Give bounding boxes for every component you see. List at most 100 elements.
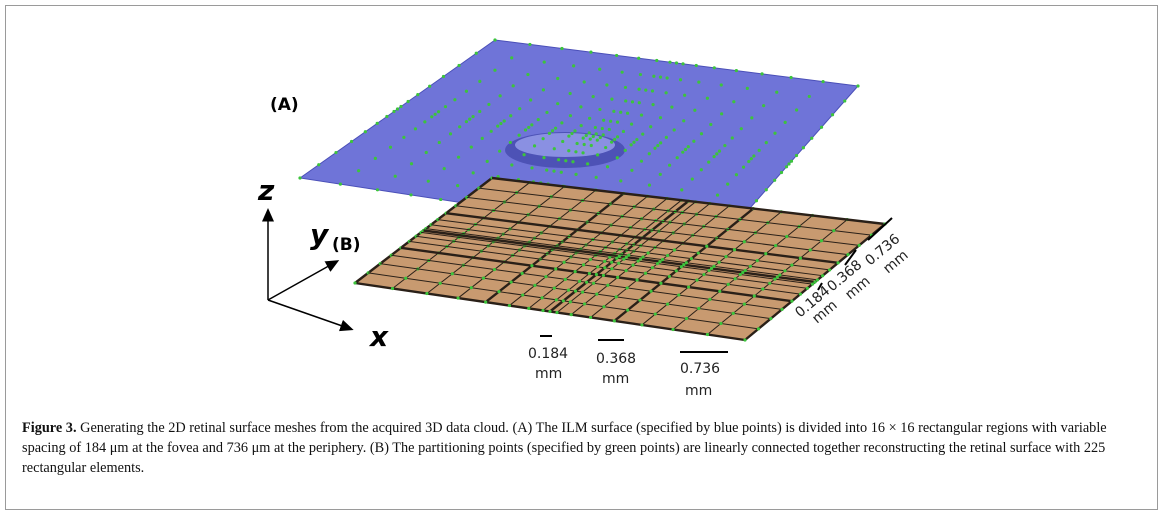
mesh-point <box>778 273 782 277</box>
mesh-point <box>595 153 600 157</box>
mesh-point <box>338 182 342 186</box>
mesh-point <box>617 261 621 265</box>
mesh-point <box>747 159 751 164</box>
mesh-point <box>624 99 628 103</box>
mesh-point <box>582 302 587 306</box>
mesh-point <box>530 166 534 170</box>
mesh-point <box>653 312 657 316</box>
axis-label: z <box>257 174 275 207</box>
mesh-point <box>699 168 703 172</box>
mesh-point <box>629 122 634 126</box>
mesh-line <box>455 205 849 256</box>
mesh-point <box>724 255 728 259</box>
mesh-point <box>672 128 676 132</box>
mesh-point <box>659 281 663 285</box>
mesh-point <box>649 125 653 129</box>
mesh-point <box>712 154 716 159</box>
mesh-point <box>655 58 659 63</box>
mesh-point <box>694 63 698 68</box>
mesh-point <box>589 143 593 148</box>
mesh-point <box>641 255 645 259</box>
mesh-point <box>619 179 623 183</box>
mesh-point <box>726 282 730 286</box>
mesh-point <box>510 163 514 167</box>
mesh-point <box>684 316 689 321</box>
mesh-point <box>471 115 475 119</box>
panel-label: (A) <box>270 95 299 115</box>
axis-label: y <box>310 218 330 251</box>
mesh-point <box>734 173 739 177</box>
mesh-point <box>805 286 809 290</box>
mesh-point <box>561 299 565 303</box>
mesh-point <box>625 286 629 290</box>
scale-unit: mm <box>535 366 562 382</box>
scale-value: 0.736 <box>680 361 720 377</box>
mesh-point <box>450 272 454 276</box>
mesh-point <box>530 264 534 268</box>
mesh-point <box>856 84 860 88</box>
mesh-line <box>425 228 818 281</box>
mesh-point <box>548 309 552 314</box>
mesh-point <box>774 244 778 248</box>
mesh-point <box>552 147 556 151</box>
mesh-point <box>541 137 545 141</box>
mesh-point <box>407 239 411 244</box>
mesh-point <box>541 88 545 92</box>
mesh-point <box>602 305 606 309</box>
mesh-point <box>603 266 607 270</box>
mesh-point <box>665 76 669 80</box>
mesh-point <box>602 118 606 122</box>
mesh-point <box>629 143 633 147</box>
mesh-point <box>623 85 628 90</box>
mesh-point <box>623 148 627 152</box>
mesh-point <box>507 303 512 308</box>
mesh-point <box>373 156 377 160</box>
mesh-point <box>783 120 787 124</box>
mesh-point <box>695 278 699 282</box>
mesh-point <box>769 317 773 321</box>
mesh-point <box>783 269 787 273</box>
mesh-point <box>678 78 683 82</box>
mesh-point <box>612 319 616 323</box>
mesh-point <box>605 83 609 87</box>
mesh-point <box>542 155 546 160</box>
mesh-point <box>454 204 458 208</box>
mesh-point <box>787 162 791 166</box>
mesh-point <box>638 72 643 77</box>
mesh-point <box>493 68 497 72</box>
mesh-point <box>426 179 430 183</box>
mesh-point <box>600 126 604 131</box>
mesh-point <box>764 141 768 145</box>
mesh-point <box>717 149 722 153</box>
mesh-point <box>773 131 777 135</box>
mesh-point <box>684 261 688 265</box>
mesh-point <box>649 289 653 293</box>
mesh-point <box>468 117 472 121</box>
mesh-point <box>784 165 789 169</box>
mesh-point <box>441 74 446 79</box>
mesh-point <box>530 123 534 127</box>
mesh-point <box>423 120 427 124</box>
mesh-point <box>754 199 759 203</box>
mesh-point <box>430 115 434 119</box>
mesh-point <box>624 269 628 273</box>
mesh-point <box>690 177 694 181</box>
mesh-point <box>528 42 532 47</box>
mesh-point <box>605 165 610 169</box>
mesh-point <box>637 56 641 60</box>
mesh-point <box>692 139 696 143</box>
mesh-point <box>760 72 764 76</box>
mesh-point <box>643 271 648 275</box>
mesh-point <box>680 188 684 192</box>
mesh-point <box>493 38 497 42</box>
mesh-point <box>393 174 397 178</box>
mesh-point <box>750 116 754 120</box>
mesh-point <box>705 244 709 248</box>
mesh-point <box>705 96 709 100</box>
mesh-point <box>389 253 393 257</box>
mesh-point <box>591 134 595 139</box>
mesh-point <box>465 195 469 199</box>
mesh-point <box>733 277 737 281</box>
mesh-point <box>499 121 503 126</box>
mesh-point <box>448 132 453 136</box>
